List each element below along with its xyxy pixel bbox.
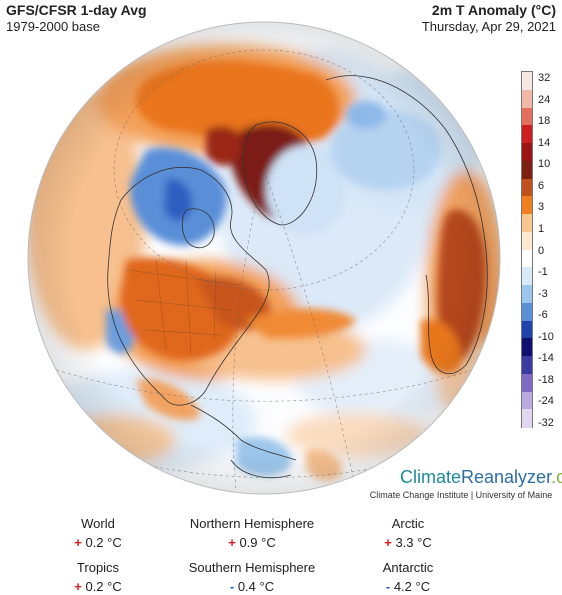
stat-unit: °C — [107, 535, 122, 550]
legend-swatch — [522, 338, 532, 357]
legend-tick-label: -10 — [538, 330, 554, 343]
stat-arctic: Arctic + 3.3 °C — [328, 516, 488, 551]
region-stats: World + 0.2 °C Northern Hemisphere + 0.9… — [0, 514, 562, 594]
legend-swatch — [522, 72, 532, 91]
stat-world: World + 0.2 °C — [18, 516, 178, 551]
stat-label: Northern Hemisphere — [189, 516, 315, 531]
legend-tick-label: 10 — [538, 158, 551, 171]
legend-tick-label: 6 — [538, 179, 545, 192]
stat-sign: - — [229, 579, 235, 594]
legend-swatch — [522, 356, 532, 375]
stat-northern-hemisphere: Northern Hemisphere + 0.9 °C — [172, 516, 332, 551]
stat-sign: + — [74, 535, 82, 550]
brand-part-climate: Climate — [400, 467, 462, 487]
stat-unit: °C — [107, 579, 122, 594]
legend-swatch — [522, 125, 532, 144]
legend-swatch — [522, 89, 532, 108]
stat-number: 3.3 — [395, 535, 414, 550]
legend-swatch — [522, 302, 532, 321]
stat-number: 0.2 — [85, 579, 104, 594]
legend-swatch — [522, 409, 532, 428]
legend-tick-label: -14 — [538, 352, 554, 365]
color-scale-bar — [521, 71, 533, 428]
stat-sign: + — [74, 579, 82, 594]
map-header-right: 2m T Anomaly (°C) Thursday, Apr 29, 2021 — [422, 2, 556, 34]
map-header-left: GFS/CFSR 1-day Avg 1979-2000 base — [6, 2, 147, 34]
legend-swatch — [522, 178, 532, 197]
variable-title: 2m T Anomaly (°C) — [431, 2, 556, 18]
stat-value: + 0.2 °C — [18, 579, 178, 595]
legend-tick-label: 1 — [538, 222, 545, 235]
brand-block: ClimateReanalyzer.org Climate Change Ins… — [370, 466, 562, 500]
stat-label: Arctic — [391, 516, 425, 531]
legend-tick-label: 14 — [538, 136, 551, 149]
stat-number: 0.4 — [237, 579, 256, 594]
brand-logo-text[interactable]: ClimateReanalyzer.org — [400, 466, 562, 488]
stat-value: - 0.4 °C — [172, 579, 332, 595]
legend-swatch — [522, 143, 532, 162]
stat-tropics: Tropics + 0.2 °C — [18, 560, 178, 595]
globe-edge — [27, 21, 501, 495]
legend-swatch — [522, 231, 532, 250]
color-scale-legend: 32 24 18 14 10 6 3 1 0 -1 -3 -6 -10 -14 -18 -24 -32 — [521, 71, 561, 429]
legend-tick-label: 32 — [538, 72, 551, 84]
legend-tick-label: -3 — [538, 287, 548, 300]
stat-label: Antarctic — [382, 560, 434, 575]
stat-southern-hemisphere: Southern Hemisphere - 0.4 °C — [172, 560, 332, 595]
legend-tick-label: -24 — [538, 395, 554, 408]
legend-swatch — [522, 391, 532, 410]
stat-label: World — [81, 516, 115, 531]
stat-sign: + — [384, 535, 392, 550]
stat-antarctic: Antarctic - 4.2 °C — [328, 560, 488, 595]
stat-sign: - — [385, 579, 391, 594]
legend-tick-label: 24 — [538, 93, 551, 106]
legend-swatch — [522, 320, 532, 339]
legend-tick-label: 3 — [538, 201, 545, 214]
legend-tick-label: -18 — [538, 373, 554, 386]
stat-label: Southern Hemisphere — [188, 560, 316, 575]
stat-number: 4.2 — [393, 579, 412, 594]
legend-swatch — [522, 107, 532, 126]
legend-swatch — [522, 285, 532, 304]
stat-label: Tropics — [76, 560, 120, 575]
map-title: GFS/CFSR 1-day Avg — [6, 2, 147, 18]
stat-value: + 0.2 °C — [18, 535, 178, 551]
stat-unit: °C — [415, 579, 431, 594]
legend-swatch — [522, 267, 532, 286]
stat-value: - 4.2 °C — [328, 579, 488, 595]
anomaly-field — [28, 22, 500, 494]
stat-unit: °C — [259, 579, 275, 594]
brand-part-org: .org — [551, 467, 562, 487]
stat-unit: °C — [417, 535, 432, 550]
legend-swatch — [522, 249, 532, 268]
legend-tick-label: 0 — [538, 244, 545, 257]
legend-tick-label: 18 — [538, 115, 551, 128]
stat-value: + 3.3 °C — [328, 535, 488, 551]
legend-swatch — [522, 373, 532, 392]
legend-swatch — [522, 196, 532, 215]
stat-unit: °C — [261, 535, 276, 550]
map-date: Thursday, Apr 29, 2021 — [421, 19, 556, 34]
baseline-period: 1979-2000 base — [6, 19, 100, 34]
stat-value: + 0.9 °C — [172, 535, 332, 551]
stat-number: 0.2 — [85, 535, 104, 550]
brand-part-reanalyzer: Reanalyzer — [461, 467, 552, 487]
legend-swatch — [522, 160, 532, 179]
legend-tick-label: -32 — [538, 417, 554, 429]
legend-swatch — [522, 214, 532, 233]
globe-svg — [27, 21, 501, 495]
stat-number: 0.9 — [239, 535, 258, 550]
legend-tick-label: -1 — [538, 266, 548, 279]
brand-subtitle: Climate Change Institute | University of… — [369, 490, 553, 500]
globe-map — [26, 20, 502, 496]
legend-tick-label: -6 — [538, 309, 548, 322]
stat-sign: + — [228, 535, 236, 550]
